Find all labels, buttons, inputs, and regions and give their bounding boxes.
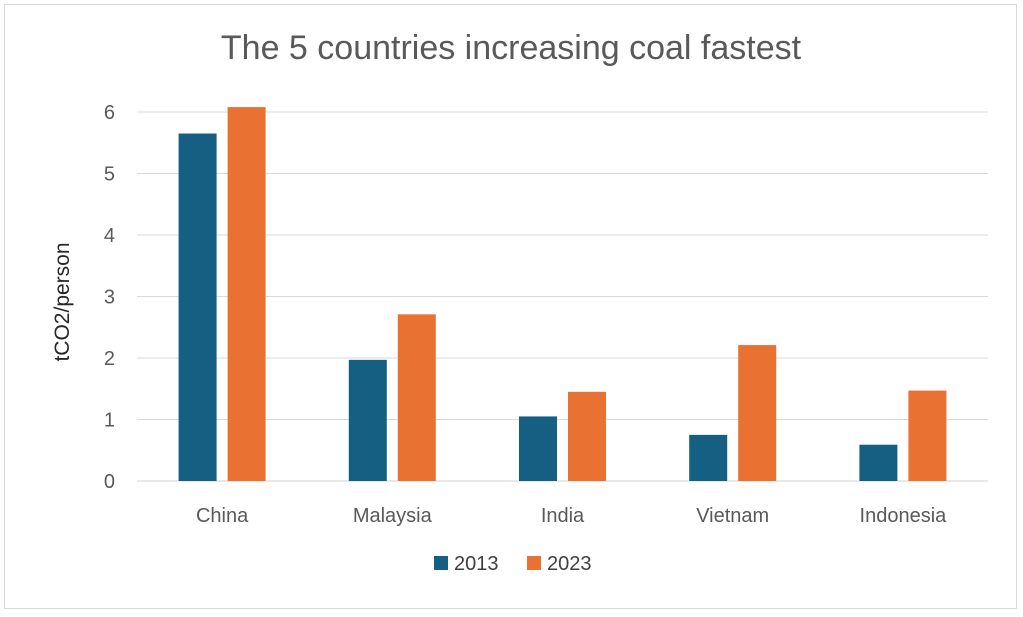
- chart-frame: The 5 countries increasing coal fastest …: [4, 4, 1017, 609]
- bar-2023-malaysia: [397, 314, 436, 481]
- y-axis-label: tCO2/person: [51, 242, 74, 361]
- bar-2013-china: [178, 133, 217, 481]
- legend-swatch-2013: [434, 556, 448, 570]
- y-tick-label: 1: [104, 410, 115, 432]
- bar-2013-india: [519, 416, 557, 481]
- y-tick-labels: 0 1 2 3 4 5 6: [104, 102, 115, 493]
- chart-title: The 5 countries increasing coal fastest: [221, 29, 802, 67]
- legend-label-2013: 2013: [454, 553, 499, 575]
- y-tick-label: 6: [104, 102, 115, 124]
- y-tick-label: 5: [104, 164, 115, 186]
- bar-2023-vietnam: [738, 345, 777, 481]
- x-tick-labels: China Malaysia India Vietnam Indonesia: [196, 505, 947, 527]
- bar-2023-china: [227, 107, 266, 481]
- legend-swatch-2023: [527, 556, 541, 570]
- x-tick-label: China: [196, 505, 249, 527]
- bar-2023-india: [568, 391, 606, 481]
- bars: [178, 107, 947, 481]
- x-tick-label: Vietnam: [696, 505, 769, 527]
- bar-2013-malaysia: [348, 359, 387, 481]
- legend: 2013 2023: [434, 553, 592, 575]
- x-tick-label: India: [541, 505, 585, 527]
- bar-2013-indonesia: [859, 444, 898, 481]
- x-tick-label: Indonesia: [860, 505, 948, 527]
- bar-2013-vietnam: [689, 434, 728, 481]
- gridlines: [137, 111, 988, 482]
- legend-label-2023: 2023: [547, 553, 592, 575]
- x-tick-label: Malaysia: [353, 505, 433, 527]
- bar-chart: The 5 countries increasing coal fastest …: [51, 29, 988, 575]
- y-tick-label: 0: [104, 471, 115, 493]
- bar-2023-indonesia: [908, 390, 947, 481]
- y-tick-label: 4: [104, 225, 115, 247]
- y-tick-label: 2: [104, 348, 115, 370]
- y-tick-label: 3: [104, 287, 115, 309]
